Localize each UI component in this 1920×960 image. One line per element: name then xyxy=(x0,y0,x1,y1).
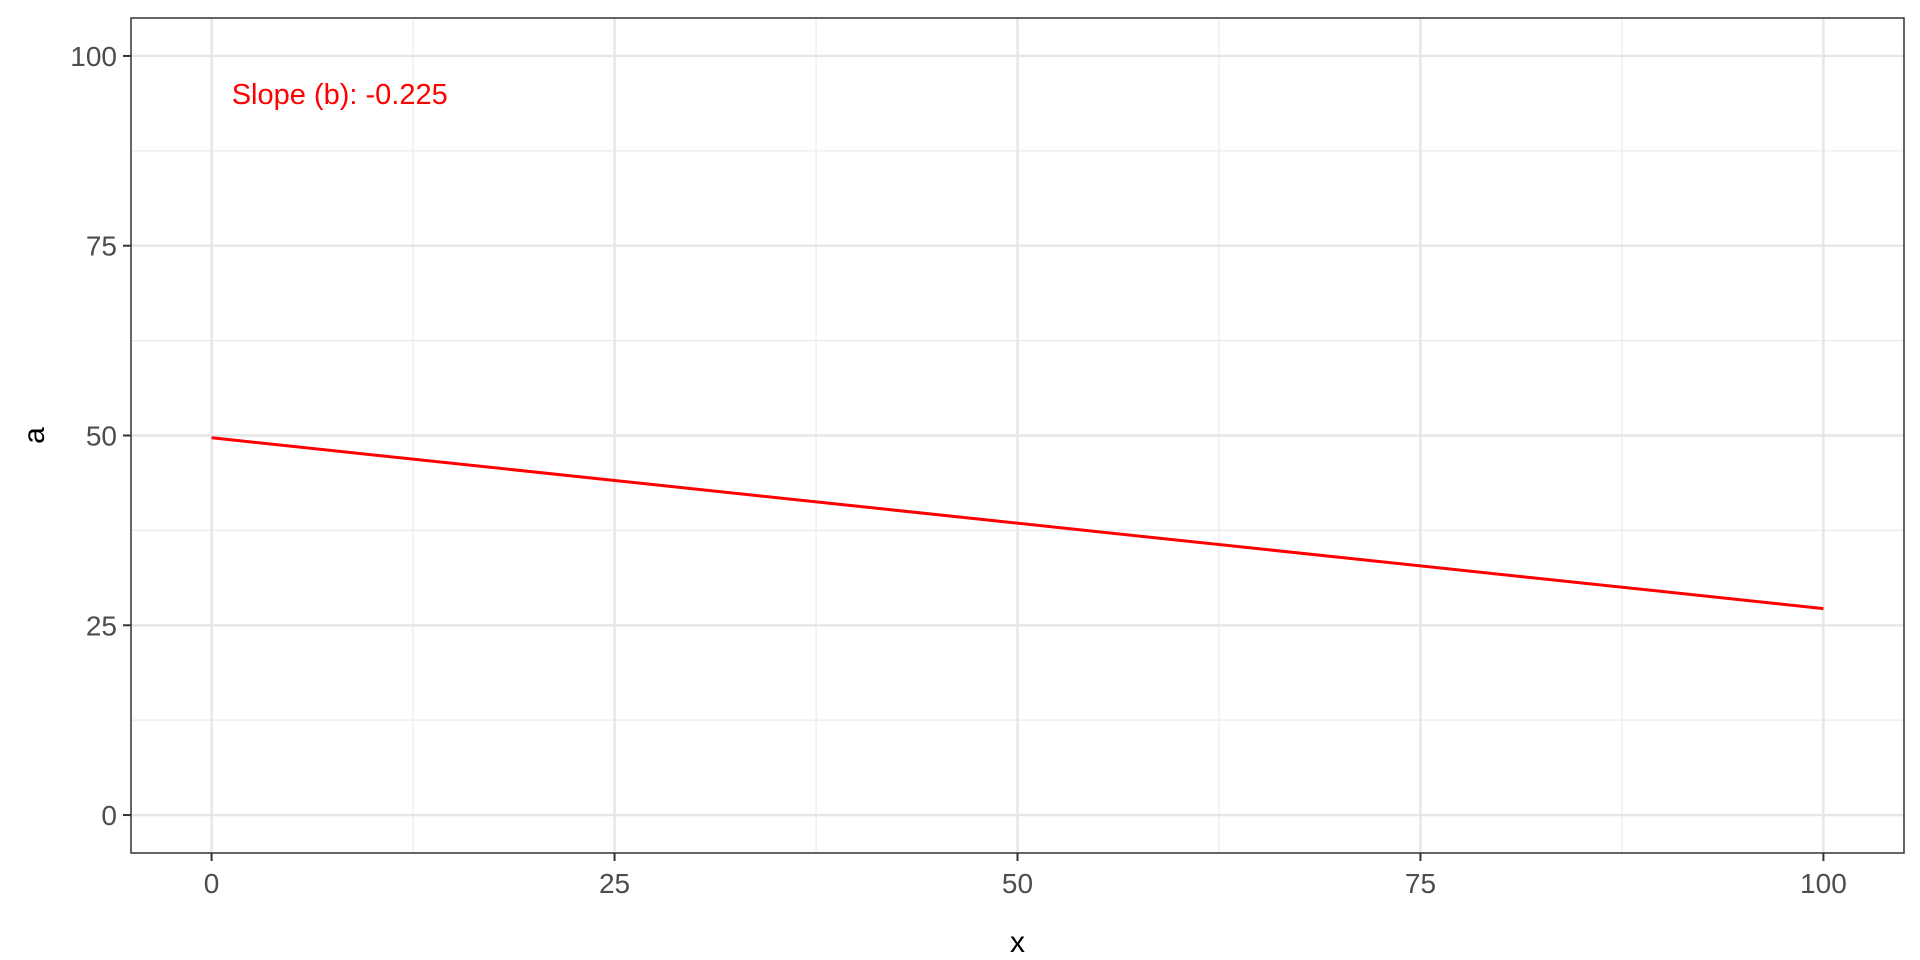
y-axis-title: a xyxy=(18,427,51,444)
series-line xyxy=(211,436,1824,611)
grid xyxy=(131,18,1904,853)
x-tick-label: 75 xyxy=(1405,868,1436,899)
series-layer xyxy=(211,436,1824,611)
y-tick-label: 50 xyxy=(86,421,117,452)
y-tick-label: 25 xyxy=(86,610,117,641)
x-tick-label: 50 xyxy=(1002,868,1033,899)
x-tick-label: 25 xyxy=(599,868,630,899)
slope-annotation: Slope (b): -0.225 xyxy=(232,79,448,111)
x-axis-title: x xyxy=(1010,926,1025,959)
y-tick-label: 100 xyxy=(70,41,117,72)
x-tick-label: 0 xyxy=(204,868,220,899)
x-tick-label: 100 xyxy=(1800,868,1847,899)
ticks: 0 25 50 75 100 0 25 50 75 100 xyxy=(70,41,1846,899)
y-tick-label: 0 xyxy=(101,800,117,831)
y-tick-label: 75 xyxy=(86,231,117,262)
